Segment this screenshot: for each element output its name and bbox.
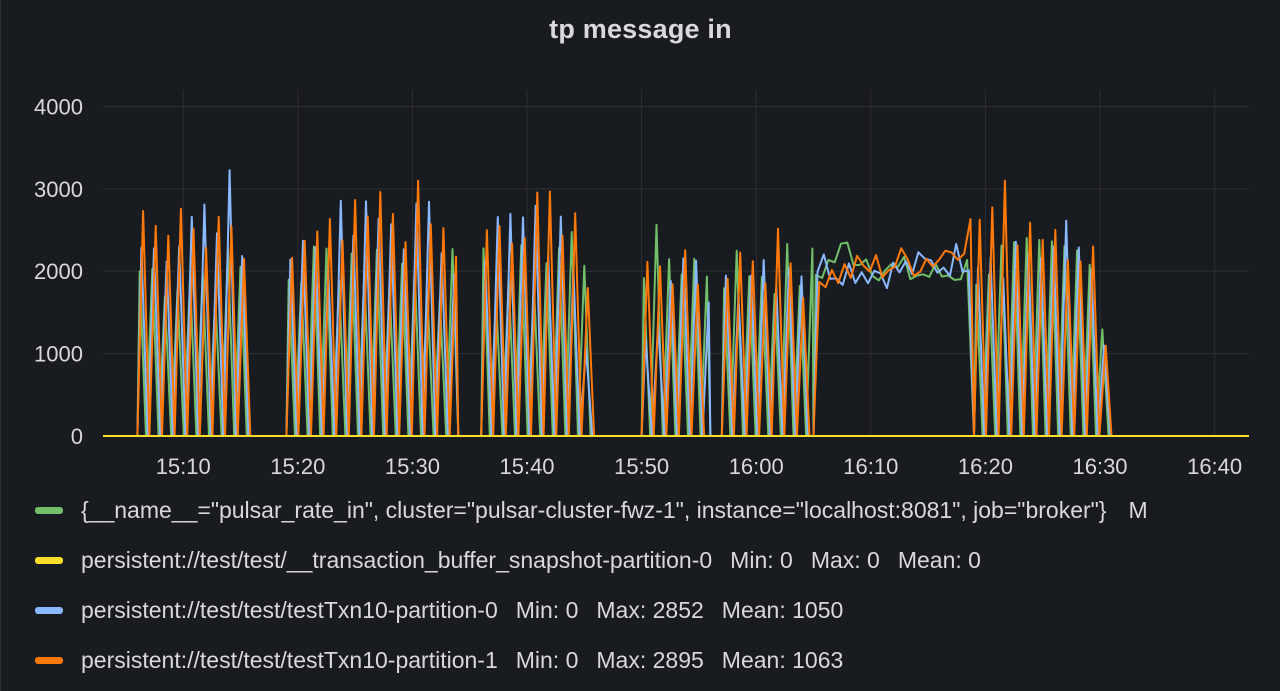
- legend-label: persistent://test/test/testTxn10-partiti…: [81, 646, 498, 673]
- legend-min: Min: 0: [730, 546, 793, 573]
- y-tick-label: 3000: [34, 177, 83, 202]
- x-tick-label: 15:20: [270, 454, 325, 479]
- series-line-green: [103, 223, 1249, 437]
- legend-mean: Mean: 1063: [721, 646, 844, 673]
- legend-mean: Mean: 1050: [721, 596, 844, 623]
- x-tick-label: 16:20: [958, 454, 1013, 479]
- legend-item-testtxn10-partition-1[interactable]: persistent://test/test/testTxn10-partiti…: [35, 640, 843, 680]
- legend-label: persistent://test/test/__transaction_buf…: [81, 546, 713, 573]
- x-tick-label: 16:30: [1072, 454, 1127, 479]
- legend-max: Max: 0: [810, 546, 880, 573]
- line-chart[interactable]: 0 1000 2000 3000 4000 15:10 15:20 15:30 15:40 15:…: [1, 0, 1280, 486]
- y-tick-label: 1000: [34, 342, 83, 367]
- legend-max: Max: 2852: [596, 596, 704, 623]
- legend-swatch-green: [35, 506, 63, 514]
- x-tick-label: 15:40: [499, 454, 554, 479]
- legend-swatch-orange: [35, 656, 63, 664]
- x-tick-label: 15:30: [385, 454, 440, 479]
- x-tick-label: 16:00: [729, 454, 784, 479]
- legend: {__name__="pulsar_rate_in", cluster="pul…: [1, 486, 1280, 691]
- legend-item-pulsar-rate-in[interactable]: {__name__="pulsar_rate_in", cluster="pul…: [35, 490, 1148, 530]
- series-line-orange: [103, 179, 1249, 437]
- legend-min: Min: 0: [515, 646, 579, 673]
- axis-layer: 0 1000 2000 3000 4000 15:10 15:20 15:30 15:40 15:…: [34, 94, 1242, 479]
- legend-label: {__name__="pulsar_rate_in", cluster="pul…: [81, 496, 1107, 523]
- panel-title[interactable]: tp message in: [549, 14, 732, 44]
- x-tick-label: 15:10: [156, 454, 211, 479]
- series-line-blue: [103, 169, 1249, 437]
- x-tick-label: 16:40: [1187, 454, 1242, 479]
- series-layer: [103, 169, 1249, 437]
- x-tick-label: 15:50: [614, 454, 669, 479]
- legend-min: Min: 0: [515, 596, 579, 623]
- legend-swatch-blue: [35, 606, 63, 614]
- legend-label: persistent://test/test/testTxn10-partiti…: [81, 596, 498, 623]
- legend-trailing-text: M: [1128, 496, 1148, 523]
- legend-mean: Mean: 0: [897, 546, 981, 573]
- legend-item-transaction-buffer-snapshot[interactable]: persistent://test/test/__transaction_buf…: [35, 540, 981, 580]
- y-tick-label: 2000: [34, 259, 83, 284]
- legend-item-testtxn10-partition-0[interactable]: persistent://test/test/testTxn10-partiti…: [35, 590, 843, 630]
- x-tick-label: 16:10: [843, 454, 898, 479]
- legend-swatch-yellow: [35, 556, 63, 564]
- y-tick-label: 0: [71, 424, 83, 449]
- y-tick-label: 4000: [34, 94, 83, 119]
- legend-max: Max: 2895: [596, 646, 704, 673]
